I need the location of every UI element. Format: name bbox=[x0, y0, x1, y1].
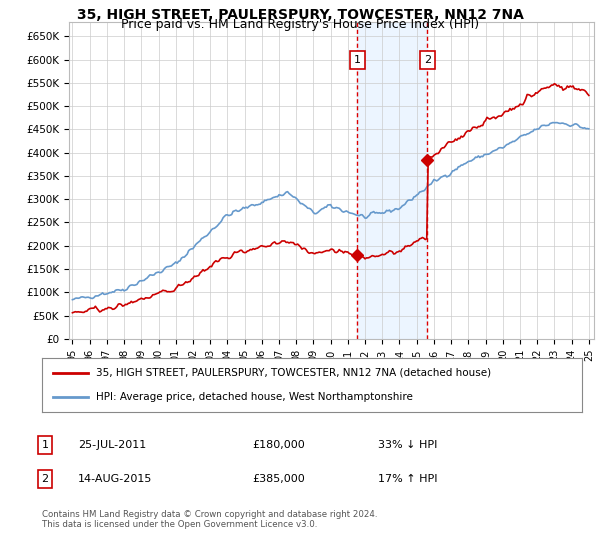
Text: 1: 1 bbox=[41, 440, 49, 450]
Text: £180,000: £180,000 bbox=[252, 440, 305, 450]
Text: 14-AUG-2015: 14-AUG-2015 bbox=[78, 474, 152, 484]
Text: Price paid vs. HM Land Registry's House Price Index (HPI): Price paid vs. HM Land Registry's House … bbox=[121, 18, 479, 31]
Text: 1: 1 bbox=[354, 55, 361, 64]
Text: Contains HM Land Registry data © Crown copyright and database right 2024.
This d: Contains HM Land Registry data © Crown c… bbox=[42, 510, 377, 529]
Text: 33% ↓ HPI: 33% ↓ HPI bbox=[378, 440, 437, 450]
Text: 2: 2 bbox=[41, 474, 49, 484]
Text: 35, HIGH STREET, PAULERSPURY, TOWCESTER, NN12 7NA: 35, HIGH STREET, PAULERSPURY, TOWCESTER,… bbox=[77, 8, 523, 22]
Text: 35, HIGH STREET, PAULERSPURY, TOWCESTER, NN12 7NA (detached house): 35, HIGH STREET, PAULERSPURY, TOWCESTER,… bbox=[96, 368, 491, 378]
Text: 25-JUL-2011: 25-JUL-2011 bbox=[78, 440, 146, 450]
Text: HPI: Average price, detached house, West Northamptonshire: HPI: Average price, detached house, West… bbox=[96, 392, 413, 402]
Bar bbox=[358, 22, 427, 339]
Text: £385,000: £385,000 bbox=[252, 474, 305, 484]
Text: 2: 2 bbox=[424, 55, 431, 64]
Text: 17% ↑ HPI: 17% ↑ HPI bbox=[378, 474, 437, 484]
